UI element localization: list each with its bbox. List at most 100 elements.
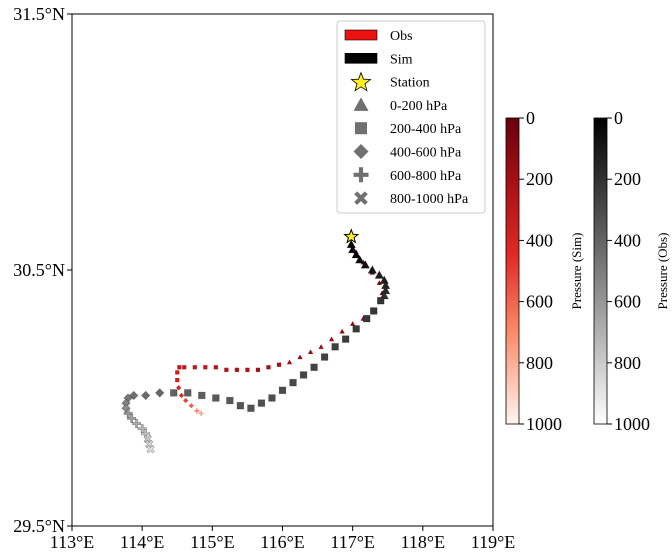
y-axis: 29.5°N 30.5°N 31.5°N: [13, 4, 72, 536]
obs-point-14: [352, 325, 360, 333]
x-tick-label-6: 119°E: [471, 532, 516, 552]
sim-point-22: [213, 365, 218, 370]
diamond-icon: [353, 144, 369, 159]
sim-point-19: [245, 367, 250, 372]
obs-point-30: [170, 389, 178, 397]
x-tick-label-4: 117°E: [330, 532, 375, 552]
sim-point-20: [234, 367, 239, 372]
colorbar-sim-bar: [505, 117, 520, 425]
colorbar-obs-tick-label-0: 0: [614, 108, 623, 128]
x-tick-label-2: 115°E: [190, 532, 235, 552]
obs-point-16: [331, 343, 339, 351]
legend-item-2: Station: [350, 71, 430, 92]
legend-label-4: 200-400 hPa: [390, 122, 462, 137]
sim-point-28: [175, 378, 180, 383]
sim-point-25: [182, 365, 187, 370]
obs-point-6: [374, 270, 385, 279]
obs-point-28: [198, 391, 206, 400]
square-icon: [355, 122, 367, 135]
legend-item-7: 800-1000 hPa: [354, 191, 469, 207]
x-tick-label-1: 114°E: [120, 532, 165, 552]
sim-point-14: [297, 354, 303, 360]
legend-label-2: Station: [390, 76, 430, 91]
sim-point-11: [329, 336, 335, 342]
legend-item-3: 0-200 hPa: [353, 97, 448, 114]
obs-point-0: [346, 239, 356, 249]
sim-point-34: [198, 410, 204, 416]
obs-point-22: [268, 394, 276, 402]
legend-item-5: 400-600 hPa: [353, 144, 462, 161]
sim-point-21: [224, 367, 229, 372]
colorbar-obs-bar: [593, 117, 608, 425]
obs-point-31: [155, 388, 165, 398]
legend-item-1: Sim: [344, 52, 413, 67]
legend-item-6: 600-800 hPa: [353, 167, 462, 184]
y-tick-label-1: 30.5°N: [13, 260, 65, 280]
obs-point-26: [226, 396, 234, 405]
sim-point-23: [203, 365, 208, 370]
sim-point-17: [266, 365, 271, 370]
obs-point-7: [379, 275, 389, 284]
sim-point-27: [175, 370, 180, 375]
obs-series: [121, 239, 391, 454]
obs-point-43: [144, 439, 154, 449]
x-icon-shape: [354, 191, 368, 205]
colorbar-sim-tick-label-2: 400: [526, 230, 553, 250]
obs-point-21: [278, 386, 287, 394]
colorbar-obs-tick-label-1: 200: [614, 169, 641, 189]
station-marker: [343, 228, 360, 244]
x-icon-shape: [144, 439, 154, 449]
obs-point-19: [299, 371, 308, 379]
obs-point-13: [363, 314, 371, 323]
legend-label-1: Sim: [390, 52, 413, 67]
legend-label-7: 800-1000 hPa: [390, 192, 469, 207]
black-rect: [344, 52, 378, 64]
colorbar-obs: 0 200 400 600 800 1000 Pressure (Obs): [593, 108, 670, 434]
obs-point-18: [310, 363, 318, 371]
sim-point-15: [286, 359, 293, 365]
x-axis: 113°E 114°E 115°E 116°E 117°E 118°E 119°E: [50, 526, 516, 552]
obs-point-27: [212, 394, 220, 402]
obs-point-2: [351, 249, 361, 259]
colorbar-obs-tick-label-4: 800: [614, 353, 641, 373]
sim-point-13: [307, 349, 314, 354]
sim-point-10: [339, 328, 345, 334]
sim-point-32: [188, 403, 194, 409]
colorbar-sim-tick-label-1: 200: [526, 169, 553, 189]
obs-point-15: [341, 335, 350, 343]
sim-point-29: [176, 385, 182, 391]
legend-item-0: Obs: [344, 29, 413, 44]
legend-label-6: 600-800 hPa: [390, 169, 462, 184]
sim-point-12: [318, 344, 324, 349]
obs-point-4: [360, 260, 371, 269]
obs-point-29: [184, 389, 192, 397]
colorbar-obs-tick-label-5: 1000: [614, 414, 650, 434]
colorbar-sim-tick-label-3: 600: [526, 292, 553, 312]
legend-label-5: 400-600 hPa: [390, 146, 462, 161]
obs-point-39: [132, 419, 142, 429]
x-icon-shape: [146, 444, 155, 454]
colorbar-obs-tick-label-3: 600: [614, 292, 641, 312]
x-icon: [354, 191, 368, 205]
obs-point-42: [143, 434, 152, 444]
colorbar-sim-tick-label-5: 1000: [526, 414, 562, 434]
legend-label-3: 0-200 hPa: [390, 99, 448, 114]
sim-point-33: [194, 408, 200, 414]
x-tick-label-0: 113°E: [50, 532, 95, 552]
station-star-icon: [343, 228, 360, 244]
obs-point-24: [247, 404, 255, 412]
legend-label-0: Obs: [390, 29, 413, 44]
x-tick-label-3: 116°E: [260, 532, 305, 552]
y-tick-label-2: 31.5°N: [13, 4, 65, 24]
sim-point-24: [192, 365, 197, 370]
triangle-icon: [353, 97, 369, 111]
obs-point-17: [320, 353, 329, 361]
obs-point-1: [347, 244, 358, 254]
obs-point-20: [289, 378, 297, 387]
colorbar-sim-tick-label-0: 0: [526, 108, 535, 128]
legend-item-4: 200-400 hPa: [355, 122, 462, 137]
sim-point-26: [177, 365, 182, 370]
obs-point-9: [380, 285, 391, 295]
obs-point-25: [236, 402, 245, 410]
